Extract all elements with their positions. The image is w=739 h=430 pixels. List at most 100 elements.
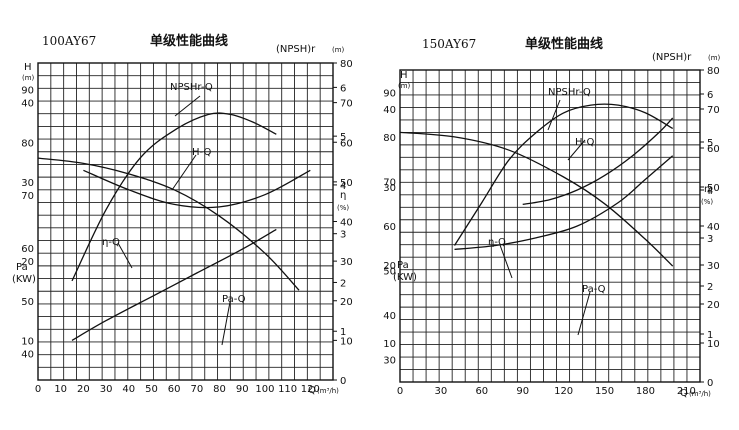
x-tick-label: 90 [236,384,249,395]
pa-tick-label: 40 [383,105,396,116]
eta-tick-label: 60 [707,144,720,155]
q-axis-unit: (m³/h) [317,387,339,395]
eta-tick-label: 70 [340,99,353,110]
chart-grid [37,62,334,381]
npsh-tick-label: 6 [707,90,713,101]
chart-2: 150AY67 单级性能曲线(NPSH)r (m)H(m)Pa(KW)η(%)Q (m… [383,36,720,399]
h-tick-label: 60 [21,244,34,255]
series-label: NPSHr-Q [548,87,591,98]
pa-tick-label: 30 [21,178,34,189]
series-leader-line [577,291,591,336]
series-label: Pa-Q [582,284,606,295]
series-leader-line [171,154,197,191]
h-axis-label: H [24,62,32,73]
h-tick-label: 40 [383,311,396,322]
npsh-tick-label: 4 [707,186,713,197]
eta-tick-label: 70 [707,105,720,116]
npsh-tick-label: 6 [340,83,346,94]
h-tick-label: 90 [21,85,34,96]
npsh-tick-label: 3 [340,230,346,241]
npsh-axis-label: (NPSH)r [276,44,316,55]
h-tick-label: 60 [383,222,396,233]
x-tick-label: 110 [278,384,297,395]
series-line-q [453,103,674,246]
series-line-npshrq [83,169,311,209]
h-tick-label: 90 [383,88,396,99]
x-tick-label: 100 [255,384,274,395]
chart-title: 单级性能曲线 [525,36,603,52]
pa-tick-label: 20 [21,257,34,268]
npsh-axis-unit: (m) [708,54,721,62]
pa-axis-label: Pa [16,262,28,273]
pa-tick-label: 20 [383,261,396,272]
series-line-paq [454,155,674,251]
eta-tick-label: 50 [340,178,353,189]
npsh-tick-label: 5 [707,138,713,149]
x-tick-label: 60 [168,384,181,395]
h-tick-label: 80 [21,138,34,149]
x-tick-label: 20 [77,384,90,395]
pa-axis-unit: (KW) [12,274,36,285]
h-tick-label: 50 [21,297,34,308]
pump-model-label: 150AY67 [422,37,476,51]
npsh-tick-label: 1 [340,327,346,338]
x-tick-label: 120 [301,384,320,395]
x-tick-label: 30 [435,386,448,397]
series-leader-line [117,242,133,269]
series-line-paq [71,228,277,341]
pump-model-label: 100AY67 [42,34,96,48]
x-tick-label: 150 [595,386,614,397]
series-line-hq [37,157,300,291]
pa-tick-label: 30 [383,183,396,194]
eta-tick-label: 80 [340,59,353,70]
x-tick-label: 0 [35,384,41,395]
plot-frame [37,62,334,381]
series-line-q [71,112,277,282]
eta-tick-label: 30 [707,261,720,272]
h-axis-unit: (m) [398,82,411,90]
series-leader-line [221,301,231,346]
npsh-tick-label: 1 [707,330,713,341]
plot-frame [399,69,701,383]
eta-tick-label: 30 [340,257,353,268]
npsh-tick-label: 5 [340,132,346,143]
h-tick-label: 30 [383,356,396,367]
series-label: Pa-Q [222,294,246,305]
npsh-tick-label: 3 [707,234,713,245]
series-line-hq [399,131,674,267]
eta-axis-unit: (%) [337,204,349,212]
eta-tick-label: 40 [340,218,353,229]
q-axis-label: Q [680,388,688,399]
pa-tick-label: 10 [21,336,34,347]
x-tick-label: 40 [122,384,135,395]
eta-axis-label: η [704,184,710,195]
x-tick-label: 180 [636,386,655,397]
npsh-tick-label: 2 [340,278,346,289]
npsh-axis-label: (NPSH)r [652,52,692,63]
eta-tick-label: 50 [707,183,720,194]
series-line-npshrq [522,117,674,206]
series-label: η-Q [102,237,120,248]
eta-tick-label: 60 [340,138,353,149]
x-tick-label: 0 [397,386,403,397]
npsh-tick-label: 2 [707,282,713,293]
pa-axis-unit: (KW) [393,272,417,283]
h-tick-label: 80 [383,133,396,144]
q-axis-unit: (m³/h) [689,390,711,398]
series-label: H-Q [575,137,594,148]
x-tick-label: 90 [516,386,529,397]
chart-grid [399,69,701,383]
eta-axis-unit: (%) [701,198,713,206]
chart-1: 100AY67 单级性能曲线(NPSH)r (m)H(m)Pa(KW)η(%)Q (m… [12,33,353,396]
eta-tick-label: 10 [707,339,720,350]
q-axis-label: Q [308,385,316,396]
series-label: η-Q [488,237,506,248]
series-leader-line [547,99,561,131]
h-tick-label: 70 [383,177,396,188]
x-tick-label: 60 [475,386,488,397]
series-label: H-Q [192,147,211,158]
x-tick-label: 70 [190,384,203,395]
series-leader-line [567,139,586,161]
pa-tick-label: 40 [21,99,34,110]
